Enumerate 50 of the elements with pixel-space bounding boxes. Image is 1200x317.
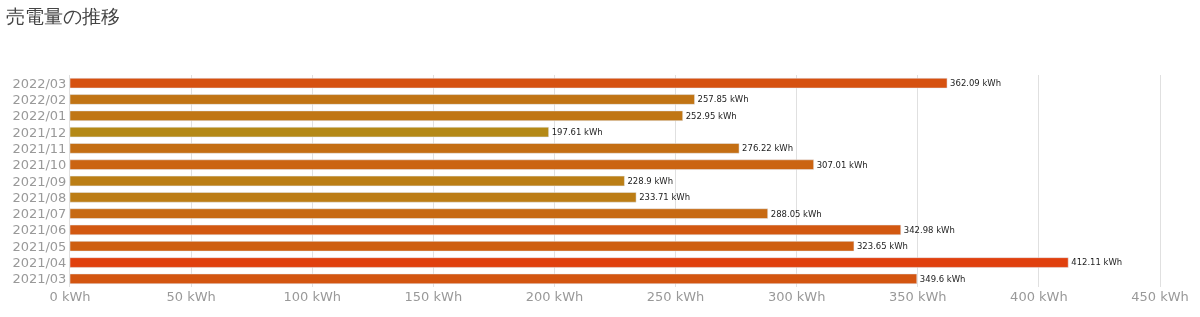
y-tick-label: 2021/10 (12, 157, 67, 173)
y-tick-label: 2021/04 (12, 255, 67, 271)
bar (70, 241, 855, 252)
bar (70, 257, 1069, 268)
bar (70, 110, 683, 121)
x-tick-label: 200 kWh (525, 289, 584, 304)
y-tick-label: 2021/12 (12, 124, 67, 140)
bar (70, 192, 637, 203)
x-tick-label: 150 kWh (404, 289, 463, 304)
data-label: 276.22 kWh (742, 143, 794, 154)
data-label: 342.98 kWh (903, 224, 955, 235)
y-tick-label: 2021/08 (12, 189, 67, 205)
chart-title: 売電量の推移 (6, 4, 120, 27)
data-label: 307.01 kWh (816, 159, 868, 170)
y-tick-label: 2022/02 (12, 92, 67, 108)
data-label: 412.11 kWh (1071, 257, 1123, 268)
bar (70, 224, 902, 236)
data-label: 362.09 kWh (950, 78, 1002, 89)
data-label: 228.9 kWh (627, 175, 674, 186)
y-tick-label: 2021/05 (12, 238, 67, 254)
y-tick-label: 2021/07 (12, 206, 67, 222)
data-label: 197.61 kWh (551, 127, 603, 138)
y-tick-label: 2021/06 (12, 222, 67, 238)
bar (70, 273, 918, 284)
y-tick-label: 2021/03 (12, 271, 67, 287)
x-tick-label: 50 kWh (166, 289, 216, 304)
x-tick-label: 250 kWh (646, 289, 705, 304)
bar (70, 94, 695, 105)
data-label: 257.85 kWh (697, 94, 749, 105)
data-label: 288.05 kWh (770, 208, 822, 219)
x-tick-label: 450 kWh (1131, 289, 1189, 304)
y-tick-label: 2021/11 (12, 140, 67, 156)
bar (70, 159, 814, 170)
data-label: 252.95 kWh (685, 110, 737, 121)
x-tick-label: 350 kWh (888, 289, 947, 304)
data-label: 323.65 kWh (856, 241, 908, 252)
x-tick-label: 0 kWh (49, 289, 91, 304)
x-tick-label: 400 kWh (1010, 289, 1068, 304)
data-label: 233.71 kWh (639, 192, 691, 203)
bar (70, 208, 768, 219)
bar (70, 78, 948, 89)
bar (70, 143, 740, 154)
y-tick-label: 2022/03 (12, 75, 67, 91)
y-tick-label: 2022/01 (12, 108, 67, 124)
x-tick-label: 300 kWh (767, 289, 826, 304)
x-tick-label: 100 kWh (283, 289, 342, 304)
bar (70, 175, 625, 187)
bar (70, 126, 549, 138)
y-tick-label: 2021/09 (12, 173, 67, 189)
data-label: 349.6 kWh (919, 273, 966, 284)
